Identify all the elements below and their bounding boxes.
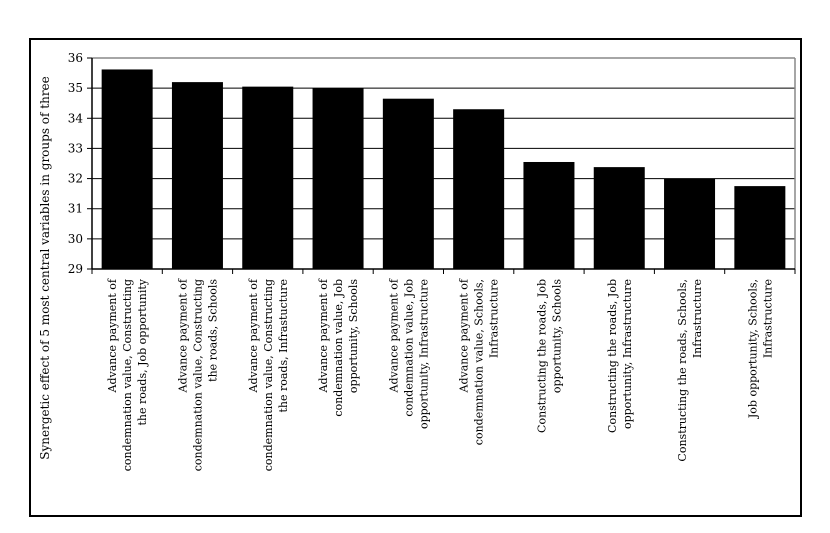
x-tick-label-line: the roads, Schools: [206, 279, 219, 382]
x-tick-label-line: condemnation value, Schools,: [473, 279, 486, 445]
y-tick-label: 31: [68, 202, 83, 216]
x-tick-label-line: Advance payment of: [387, 278, 400, 393]
y-tick-label: 34: [68, 111, 84, 125]
x-tick-label-line: condemnation value, Constructing: [191, 279, 204, 471]
bar: [453, 109, 505, 269]
x-tick-label-line: Infrastructure: [691, 279, 704, 358]
x-tick-label-line: Infrastructure: [488, 279, 501, 358]
x-tick-label-line: condemnation value, Job: [332, 279, 345, 417]
bar: [382, 98, 434, 269]
x-tick-labels: Advance payment of condemnation value, Co…: [106, 278, 774, 471]
bar: [312, 88, 364, 270]
x-tick-label: Constructing the roads, Job opportunity, …: [606, 279, 634, 433]
y-tick-label: 33: [68, 141, 83, 155]
x-tick-label-line: condemnation value, Constructing: [262, 279, 275, 471]
bar: [523, 161, 575, 269]
bars: [101, 69, 786, 270]
y-tick-label: 30: [68, 232, 83, 246]
x-tick-label-line: Advance payment of: [176, 278, 189, 393]
bar: [734, 186, 786, 269]
x-tick-label-line: condemnation value, Job: [402, 279, 415, 417]
x-tick-label: Advance payment of condemnation value, Jo…: [317, 278, 360, 417]
x-tick-label-line: Constructing the roads, Job: [536, 279, 549, 433]
x-tick-label-line: Advance payment of: [317, 278, 330, 393]
x-tick-label-line: the roads, Job opportunity: [136, 278, 149, 425]
y-tick-label: 32: [68, 172, 83, 186]
x-tick-label-line: opportunity, Infrastructure: [621, 279, 634, 429]
x-tick-label: Constructing the roads, Job opportunity, …: [536, 279, 564, 433]
x-tick-label-line: Constructing the roads, Schools,: [676, 279, 689, 462]
x-tick-label: Advance payment of condemnation value, Co…: [176, 278, 219, 471]
bar: [242, 86, 294, 269]
axes: [87, 57, 796, 274]
y-tick-label: 35: [68, 81, 83, 95]
x-tick-label: Advance payment of condemnation value, Jo…: [387, 278, 430, 429]
x-tick-label-line: Constructing the roads, Job: [606, 279, 619, 433]
bar: [171, 82, 223, 269]
x-tick-label-line: opportunity, Schools: [551, 279, 564, 393]
x-tick-label-line: the roads, Infrastucture: [277, 279, 290, 413]
x-tick-label: Job opportunity, Schools, Infrastructure: [746, 279, 774, 419]
x-tick-label: Constructing the roads, Schools, Infrastr…: [676, 279, 704, 462]
x-tick-label-line: opportunity, Schools: [347, 279, 360, 393]
x-tick-label-line: Advance payment of: [247, 278, 260, 393]
bar: [593, 167, 645, 269]
y-tick-label: 29: [68, 262, 83, 276]
bar: [664, 178, 716, 269]
x-tick-label-line: opportunity, Infrastructure: [417, 279, 430, 429]
x-tick-label-line: condemnation value, Constructing: [121, 279, 134, 471]
x-tick-label-line: Advance payment of: [458, 278, 471, 393]
x-tick-label-line: Job opportunity, Schools,: [746, 279, 759, 419]
y-tick-labels: 29 30 31 32 33 34 35 36: [68, 51, 84, 276]
y-tick-label: 36: [68, 51, 83, 65]
x-tick-label: Advance payment of condemnation value, Co…: [247, 278, 290, 471]
bar: [101, 69, 153, 269]
x-tick-label: Advance payment of condemnation value, Sc…: [458, 278, 501, 445]
y-axis-label: Synergetic effect of 5 most central vari…: [38, 76, 52, 460]
x-tick-label: Advance payment of condemnation value, Co…: [106, 278, 149, 471]
x-tick-label-line: Infrastructure: [761, 279, 774, 358]
x-tick-label-line: Advance payment of: [106, 278, 119, 393]
